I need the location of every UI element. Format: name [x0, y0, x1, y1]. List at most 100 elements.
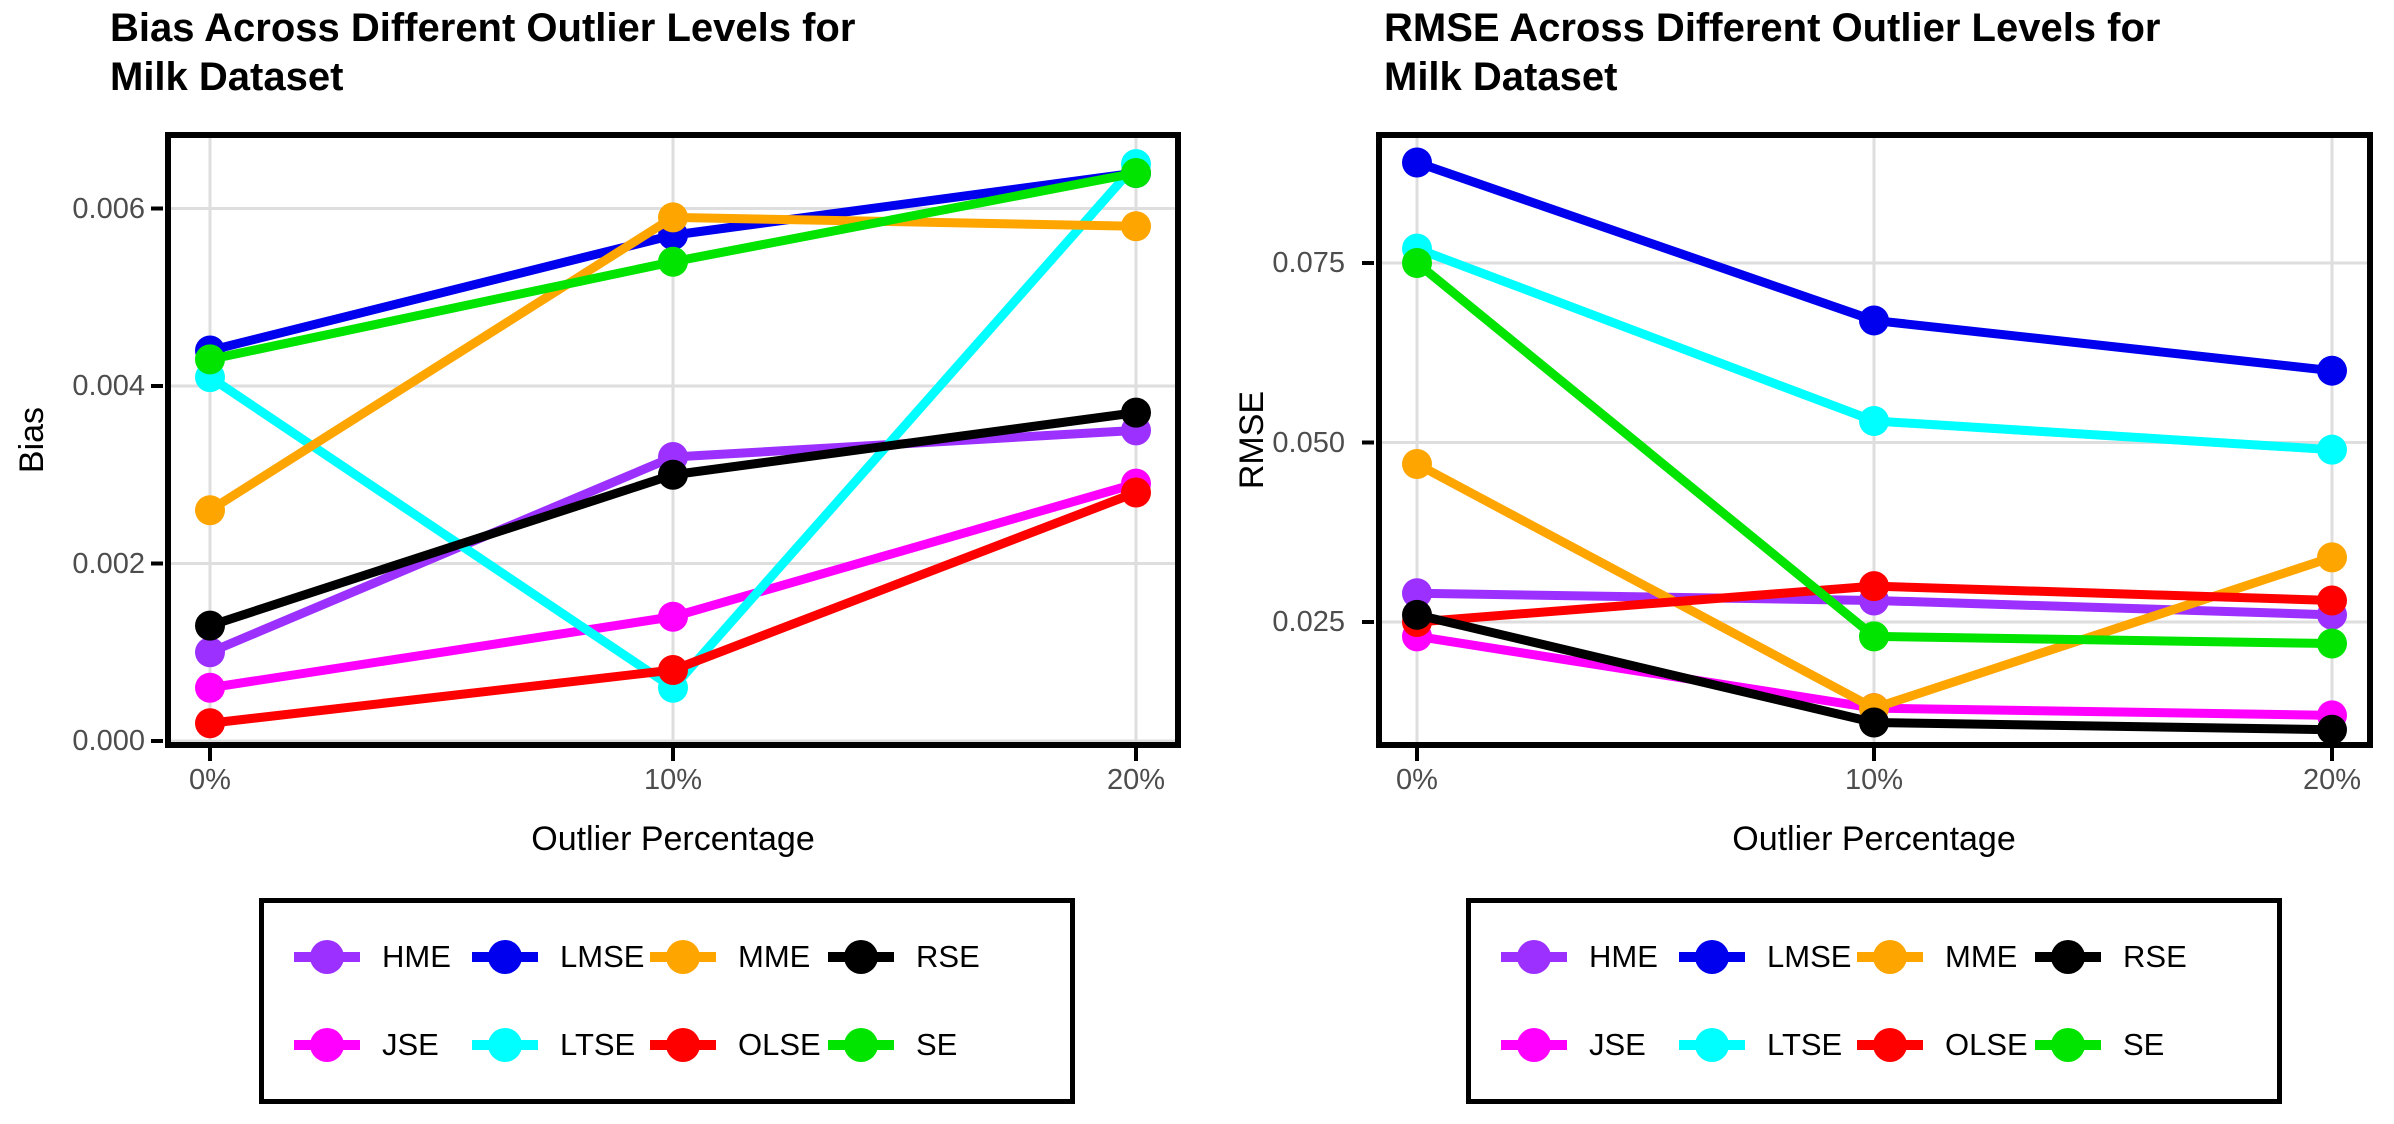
lmse-point	[2317, 355, 2347, 386]
rse-legend-marker-icon	[828, 937, 894, 977]
mme-point	[2317, 542, 2347, 573]
rse-legend-marker-icon	[2035, 937, 2101, 977]
legend-dot-icon	[666, 1028, 700, 1062]
legend-entry-se: SE	[828, 1025, 1006, 1065]
se-point	[1121, 158, 1151, 188]
hme-legend-marker-icon	[294, 937, 360, 977]
jse-legend-marker-icon	[1501, 1025, 1567, 1065]
se-point	[658, 246, 688, 277]
olse-legend-marker-icon	[1857, 1025, 1923, 1065]
bias-plot-area	[151, 132, 1181, 761]
olse-point	[2317, 585, 2347, 616]
rse-point	[1859, 707, 1889, 738]
y-tick-label: 0.000	[72, 725, 145, 757]
rse-point	[195, 610, 225, 641]
mme-point	[658, 202, 688, 233]
mme-point	[1121, 211, 1151, 242]
lmse-legend-marker-icon	[1679, 937, 1745, 977]
legend-dot-icon	[1517, 940, 1551, 974]
legend-dot-icon	[1517, 1028, 1551, 1062]
legend-label: HME	[1589, 939, 1658, 974]
x-tick-label: 10%	[643, 764, 703, 796]
y-tick-label: 0.004	[72, 370, 145, 402]
legend-label: MME	[1945, 939, 2018, 974]
jse-legend-marker-icon	[294, 1025, 360, 1065]
rmse-title-line1: RMSE Across Different Outlier Levels for	[1384, 6, 2161, 50]
legend-dot-icon	[1695, 1028, 1729, 1062]
bias-x-axis-title: Outlier Percentage	[531, 820, 815, 858]
se-point	[2317, 628, 2347, 659]
legend-entry-rse: RSE	[2035, 937, 2213, 977]
x-tick-label: 20%	[1106, 764, 1166, 796]
se-point	[195, 344, 225, 375]
olse-legend-marker-icon	[650, 1025, 716, 1065]
legend-dot-icon	[488, 1028, 522, 1062]
legend-row: JSE LTSE OLSE SE	[264, 1025, 1070, 1065]
rmse-chart-title: RMSE Across Different Outlier Levels for…	[1384, 4, 2160, 102]
x-tick-label: 10%	[1844, 764, 1904, 796]
legend-entry-jse: JSE	[1501, 1025, 1679, 1065]
legend-entry-ltse: LTSE	[472, 1025, 650, 1065]
rse-point	[658, 459, 688, 490]
legend-row: HME LMSE MME RSE	[264, 937, 1070, 977]
legend-dot-icon	[666, 940, 700, 974]
se-legend-marker-icon	[2035, 1025, 2101, 1065]
rse-point	[2317, 714, 2347, 745]
mme-point	[195, 495, 225, 526]
legend-dot-icon	[2051, 940, 2085, 974]
lmse-legend-marker-icon	[472, 937, 538, 977]
y-tick-label: 0.006	[72, 192, 145, 225]
legend-entry-hme: HME	[1501, 937, 1679, 977]
legend-label: LTSE	[1767, 1027, 1843, 1062]
jse-point	[658, 601, 688, 632]
legend-label: SE	[916, 1027, 958, 1062]
legend-entry-rse: RSE	[828, 937, 1006, 977]
rmse-plot-area	[1362, 132, 2373, 761]
bias-title-line2: Milk Dataset	[110, 55, 344, 99]
legend-dot-icon	[310, 1028, 344, 1062]
legend-dot-icon	[310, 940, 344, 974]
mme-legend-marker-icon	[1857, 937, 1923, 977]
se-point	[1859, 621, 1889, 652]
olse-point	[195, 708, 225, 739]
olse-point	[1859, 571, 1889, 602]
x-tick-label: 0%	[1396, 764, 1438, 796]
legend-dot-icon	[1873, 940, 1907, 974]
legend-label: HME	[382, 939, 451, 974]
legend-label: RSE	[916, 939, 980, 974]
legend-entry-jse: JSE	[294, 1025, 472, 1065]
mme-point	[1402, 449, 1432, 480]
hme-point	[1402, 578, 1432, 609]
x-tick-label: 0%	[189, 764, 231, 796]
mme-legend-marker-icon	[650, 937, 716, 977]
rmse-x-axis-title: Outlier Percentage	[1732, 820, 2016, 858]
rse-point	[1402, 599, 1432, 630]
rmse-legend: HME LMSE MME RSE JSE LTSE OLSE SE	[1466, 898, 2282, 1104]
legend-entry-olse: OLSE	[650, 1025, 828, 1065]
bias-chart-title: Bias Across Different Outlier Levels for…	[110, 4, 855, 102]
legend-label: JSE	[382, 1027, 439, 1062]
rmse-title-line2: Milk Dataset	[1384, 55, 1618, 99]
legend-label: RSE	[2123, 939, 2187, 974]
x-tick-label: 20%	[2302, 764, 2362, 796]
legend-row: HME LMSE MME RSE	[1471, 937, 2277, 977]
legend-entry-mme: MME	[650, 937, 828, 977]
y-tick-label: 0.002	[72, 547, 145, 580]
legend-entry-lmse: LMSE	[1679, 937, 1857, 977]
bias-legend: HME LMSE MME RSE JSE LTSE OLSE SE	[259, 898, 1075, 1104]
legend-label: MME	[738, 939, 811, 974]
legend-dot-icon	[844, 1028, 878, 1062]
legend-label: JSE	[1589, 1027, 1646, 1062]
olse-point	[1121, 477, 1151, 508]
y-tick-label: 0.050	[1272, 426, 1345, 459]
legend-dot-icon	[488, 940, 522, 974]
hme-point	[195, 637, 225, 668]
panel-border	[1376, 132, 2373, 748]
y-tick-label: 0.075	[1272, 247, 1345, 279]
ltse-point	[2317, 434, 2347, 465]
legend-dot-icon	[2051, 1028, 2085, 1062]
legend-label: SE	[2123, 1027, 2165, 1062]
legend-entry-olse: OLSE	[1857, 1025, 2035, 1065]
legend-row: JSE LTSE OLSE SE	[1471, 1025, 2277, 1065]
